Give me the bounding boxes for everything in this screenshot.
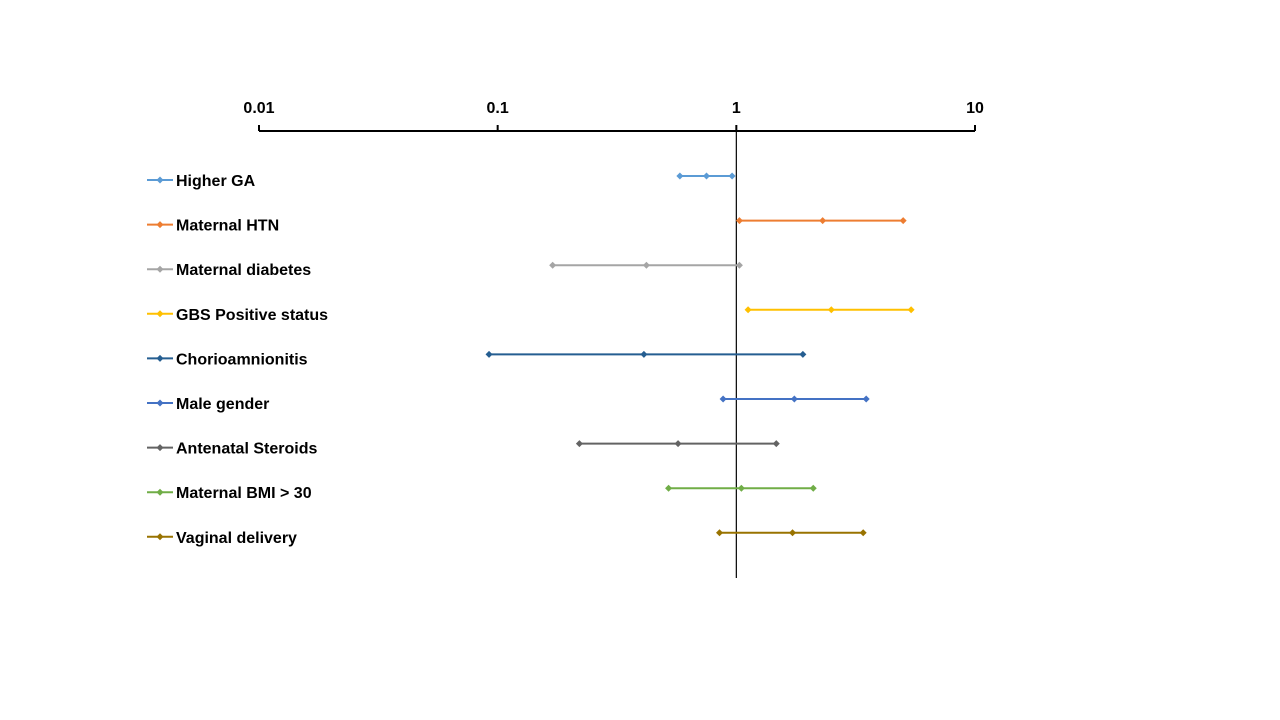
legend-swatch-marker bbox=[156, 488, 164, 496]
estimate-marker bbox=[737, 484, 745, 492]
legend-label: Maternal diabetes bbox=[176, 262, 311, 279]
x-tick-label: 1 bbox=[732, 100, 741, 117]
legend-label: Higher GA bbox=[176, 173, 256, 190]
legend-item: Male gender bbox=[147, 396, 269, 413]
estimate-marker bbox=[827, 306, 835, 314]
legend-swatch-marker bbox=[156, 399, 164, 407]
series-row bbox=[676, 172, 736, 180]
legend-item: Higher GA bbox=[147, 173, 256, 190]
estimate-marker bbox=[819, 217, 827, 225]
legend-swatch-marker bbox=[156, 444, 164, 452]
legend-label: GBS Positive status bbox=[176, 307, 328, 324]
series-row bbox=[549, 261, 743, 269]
x-axis: 0.01 0.1 1 10 bbox=[243, 100, 984, 132]
legend-label: Male gender bbox=[176, 396, 269, 413]
legend-item: Vaginal delivery bbox=[147, 530, 297, 547]
ci-lower-marker bbox=[715, 529, 723, 537]
estimate-marker bbox=[642, 261, 650, 269]
legend-item: Chorioamnionitis bbox=[147, 351, 308, 368]
legend-swatch-marker bbox=[156, 354, 164, 362]
legend-label: Chorioamnionitis bbox=[176, 351, 308, 368]
series-row bbox=[575, 440, 780, 448]
ci-lower-marker bbox=[735, 217, 743, 225]
estimate-marker bbox=[790, 395, 798, 403]
ci-upper-marker bbox=[809, 484, 817, 492]
ci-lower-marker bbox=[676, 172, 684, 180]
series-group bbox=[485, 172, 915, 537]
legend-label: Vaginal delivery bbox=[176, 530, 297, 547]
legend-item: GBS Positive status bbox=[147, 307, 328, 324]
legend-swatch-marker bbox=[156, 176, 164, 184]
ci-upper-marker bbox=[728, 172, 736, 180]
x-tick-label: 10 bbox=[966, 100, 984, 117]
series-row bbox=[735, 217, 907, 225]
series-row bbox=[665, 484, 817, 492]
legend-label: Antenatal Steroids bbox=[176, 441, 317, 458]
legend-label: Maternal BMI > 30 bbox=[176, 485, 312, 502]
legend-swatch-marker bbox=[156, 221, 164, 229]
series-row bbox=[485, 350, 807, 358]
series-row bbox=[744, 306, 915, 314]
estimate-marker bbox=[789, 529, 797, 537]
estimate-marker bbox=[703, 172, 711, 180]
ci-upper-marker bbox=[859, 529, 867, 537]
ci-lower-marker bbox=[719, 395, 727, 403]
ci-lower-marker bbox=[485, 350, 493, 358]
series-row bbox=[719, 395, 870, 403]
series-row bbox=[715, 529, 867, 537]
ci-upper-marker bbox=[907, 306, 915, 314]
legend-swatch-marker bbox=[156, 265, 164, 273]
legend-swatch-marker bbox=[156, 310, 164, 318]
x-tick-label: 0.01 bbox=[243, 100, 274, 117]
legend-swatch-marker bbox=[156, 533, 164, 541]
ci-upper-marker bbox=[735, 261, 743, 269]
ci-lower-marker bbox=[665, 484, 673, 492]
ci-lower-marker bbox=[575, 440, 583, 448]
estimate-marker bbox=[640, 350, 648, 358]
ci-upper-marker bbox=[862, 395, 870, 403]
legend-item: Maternal diabetes bbox=[147, 262, 311, 279]
ci-upper-marker bbox=[799, 350, 807, 358]
legend: Higher GA Maternal HTN Maternal diabetes GB… bbox=[147, 173, 328, 547]
ci-upper-marker bbox=[899, 217, 907, 225]
ci-lower-marker bbox=[549, 261, 557, 269]
legend-item: Antenatal Steroids bbox=[147, 441, 317, 458]
x-tick-label: 0.1 bbox=[487, 100, 509, 117]
legend-item: Maternal BMI > 30 bbox=[147, 485, 312, 502]
ci-upper-marker bbox=[772, 440, 780, 448]
ci-lower-marker bbox=[744, 306, 752, 314]
legend-label: Maternal HTN bbox=[176, 218, 279, 235]
legend-item: Maternal HTN bbox=[147, 218, 279, 235]
estimate-marker bbox=[674, 440, 682, 448]
